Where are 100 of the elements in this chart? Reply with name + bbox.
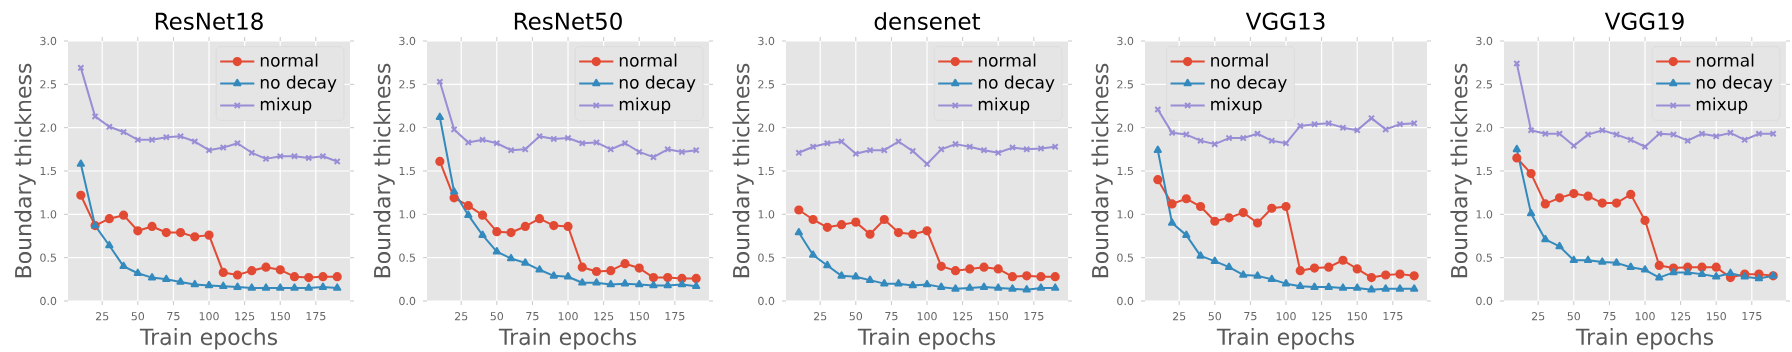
x-axis-title: Train epochs <box>498 328 637 350</box>
y-tick-label: 0.5 <box>399 253 416 262</box>
x-tick-label: 25 <box>96 312 109 321</box>
x-tick-label: 50 <box>131 312 145 321</box>
y-tick-label: 0.5 <box>1476 253 1492 262</box>
y-tick-label: 0.0 <box>1117 296 1134 306</box>
x-axis-title: Train epochs <box>1575 328 1714 350</box>
x-tick-label: 50 <box>490 312 504 321</box>
x-tick-label: 100 <box>558 312 578 321</box>
legend-label: mixup <box>1696 97 1748 114</box>
x-tick-label: 175 <box>1742 312 1762 321</box>
legend-label: mixup <box>1211 97 1262 114</box>
x-tick-label: 125 <box>594 312 614 321</box>
x-tick-label: 50 <box>849 312 863 321</box>
x-tick-label: 25 <box>814 312 827 321</box>
y-tick-label: 2.0 <box>1476 123 1493 132</box>
y-tick-label: 0.0 <box>399 296 416 306</box>
y-tick-label: 2.5 <box>1117 80 1133 89</box>
y-tick-label: 1.0 <box>1476 210 1493 219</box>
x-tick-label: 125 <box>953 312 973 321</box>
legend-label: mixup <box>978 97 1030 114</box>
y-tick-label: 3.0 <box>1117 36 1134 46</box>
legend-label: mixup <box>619 97 671 114</box>
x-tick-label: 75 <box>167 312 180 321</box>
chart-title: ResNet18 <box>155 12 263 30</box>
x-tick-label: 25 <box>455 312 468 321</box>
legend-label: normal <box>260 53 318 67</box>
y-tick-label: 2.0 <box>40 123 57 132</box>
x-tick-label: 25 <box>1173 312 1186 321</box>
legend-label: no decay <box>619 75 696 92</box>
y-tick-label: 1.5 <box>758 166 774 176</box>
y-tick-label: 2.0 <box>1117 123 1134 132</box>
x-tick-label: 175 <box>1383 312 1403 321</box>
y-tick-label: 1.0 <box>40 210 57 219</box>
y-tick-label: 0.0 <box>40 296 57 306</box>
y-axis-title: Boundary thickness <box>732 63 754 278</box>
legend-label: normal <box>1696 53 1754 67</box>
x-axis-title: Train epochs <box>139 328 278 350</box>
x-axis-title: Train epochs <box>857 328 996 350</box>
x-tick-label: 125 <box>1312 312 1332 321</box>
y-axis-title: Boundary thickness <box>1450 63 1472 278</box>
y-tick-label: 1.5 <box>1476 166 1492 176</box>
legend-label: normal <box>1211 53 1268 67</box>
y-tick-label: 2.5 <box>40 80 57 89</box>
x-tick-label: 50 <box>1208 312 1222 321</box>
x-tick-label: 175 <box>665 312 685 321</box>
legend-label: no decay <box>978 75 1055 92</box>
x-tick-label: 100 <box>1635 312 1655 321</box>
y-tick-label: 1.0 <box>1117 210 1134 219</box>
y-tick-label: 1.0 <box>399 210 416 219</box>
x-tick-label: 75 <box>885 312 898 321</box>
y-tick-label: 0.5 <box>1117 253 1133 262</box>
x-tick-label: 125 <box>235 312 255 321</box>
y-tick-label: 1.5 <box>40 166 57 176</box>
x-tick-label: 75 <box>1603 312 1616 321</box>
y-axis-title: Boundary thickness <box>373 63 395 278</box>
x-tick-label: 25 <box>1532 312 1545 321</box>
x-tick-label: 100 <box>1276 312 1296 321</box>
x-tick-label: 150 <box>629 312 649 321</box>
chart-title: VGG19 <box>1604 12 1684 30</box>
legend-label: normal <box>978 53 1036 67</box>
y-tick-label: 2.0 <box>758 123 775 132</box>
chart-title: ResNet50 <box>514 12 622 30</box>
x-tick-label: 75 <box>526 312 539 321</box>
x-tick-label: 100 <box>917 312 937 321</box>
legend-label: mixup <box>260 97 312 114</box>
x-tick-label: 75 <box>1244 312 1257 321</box>
y-tick-label: 1.5 <box>399 166 416 176</box>
y-axis-title: Boundary thickness <box>14 63 36 278</box>
y-tick-label: 0.0 <box>758 296 775 306</box>
x-tick-label: 125 <box>1671 312 1691 321</box>
y-tick-label: 3.0 <box>1476 36 1493 46</box>
y-tick-label: 2.5 <box>758 80 774 89</box>
x-tick-label: 50 <box>1567 312 1581 321</box>
y-tick-label: 2.0 <box>399 123 416 132</box>
y-tick-label: 3.0 <box>40 36 57 46</box>
y-tick-label: 1.0 <box>758 210 775 219</box>
chart-title: densenet <box>874 12 981 30</box>
y-axis-title: Boundary thickness <box>1091 63 1113 278</box>
x-axis-title: Train epochs <box>1216 328 1355 350</box>
legend-label: no decay <box>260 75 337 92</box>
x-tick-label: 100 <box>199 312 219 321</box>
legend-label: normal <box>619 53 677 67</box>
x-tick-label: 175 <box>306 312 326 321</box>
y-tick-label: 2.5 <box>1476 80 1492 89</box>
legend-label: no decay <box>1211 75 1287 92</box>
chart-title: VGG13 <box>1245 12 1325 30</box>
y-tick-label: 0.5 <box>758 253 774 262</box>
x-tick-label: 150 <box>270 312 290 321</box>
y-tick-label: 0.0 <box>1476 296 1493 306</box>
x-tick-label: 150 <box>1347 312 1367 321</box>
x-tick-label: 150 <box>988 312 1008 321</box>
y-tick-label: 1.5 <box>1117 166 1133 176</box>
y-tick-label: 3.0 <box>758 36 775 46</box>
x-tick-label: 150 <box>1706 312 1726 321</box>
y-tick-label: 0.5 <box>40 253 57 262</box>
x-tick-label: 175 <box>1024 312 1044 321</box>
legend-label: no decay <box>1696 75 1773 92</box>
y-tick-label: 3.0 <box>399 36 416 46</box>
y-tick-label: 2.5 <box>399 80 416 89</box>
